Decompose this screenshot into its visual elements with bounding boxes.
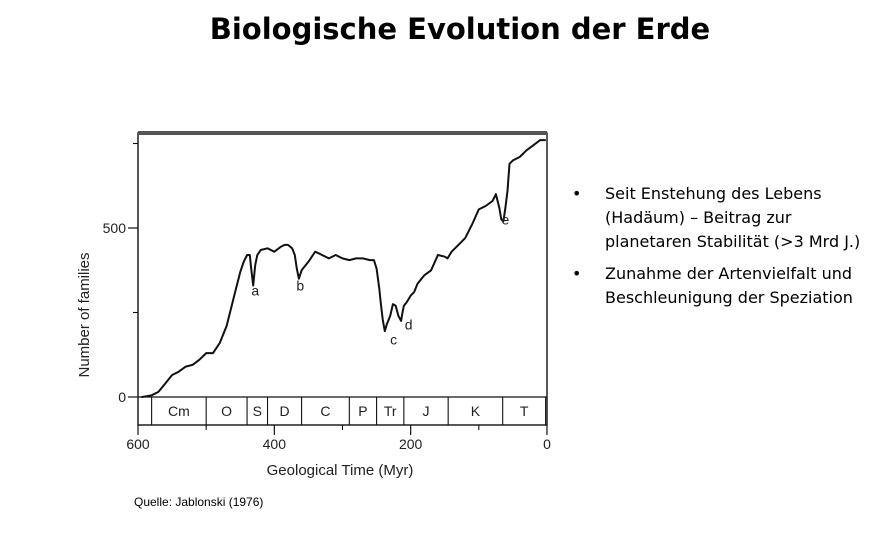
extinction-label: e — [502, 212, 510, 228]
bullet-text: Seit Enstehung des Lebens (Hadäum) – Bei… — [605, 184, 861, 251]
bullet-text: Zunahme der Artenvielfalt und Beschleuni… — [605, 264, 853, 307]
x-tick-label: 600 — [126, 436, 150, 452]
slide-title: Biologische Evolution der Erde — [209, 12, 711, 46]
families-line — [141, 139, 546, 398]
period-label: Tr — [384, 403, 397, 419]
axis-ticks: 0 500 600 400 200 0 — [103, 142, 551, 452]
plot-border — [137, 132, 548, 426]
bullet-item: • Zunahme der Artenvielfalt und Beschleu… — [572, 262, 872, 310]
extinction-label: b — [296, 278, 304, 294]
source-citation: Quelle: Jablonski (1976) — [134, 495, 264, 509]
period-label: O — [221, 403, 232, 419]
extinction-label: c — [390, 332, 397, 348]
bullet-marker: • — [572, 184, 582, 203]
period-bar: Cm O S D C P Tr J K T — [151, 397, 547, 425]
period-label: S — [253, 403, 262, 419]
families-chart: Cm O S D C P Tr J K T 0 500 600 400 200 0 a b cd e Geolog… — [76, 131, 551, 479]
y-axis-label: Number of families — [76, 252, 93, 377]
period-label: T — [520, 403, 529, 419]
annotation-layer: a b cd e — [251, 212, 509, 348]
y-tick-label: 500 — [103, 220, 127, 236]
period-label: J — [423, 403, 430, 419]
x-tick-label: 200 — [399, 436, 423, 452]
period-label: Cm — [168, 403, 190, 419]
x-axis-label: Geological Time (Myr) — [267, 462, 414, 479]
x-tick-label: 400 — [263, 436, 287, 452]
bullet-list: • Seit Enstehung des Lebens (Hadäum) – B… — [572, 182, 872, 318]
chart-frame — [137, 131, 548, 426]
period-label: P — [358, 403, 367, 419]
top-border-shade — [138, 131, 547, 135]
bullet-item: • Seit Enstehung des Lebens (Hadäum) – B… — [572, 182, 872, 254]
y-tick-label: 0 — [118, 389, 126, 405]
period-label: K — [471, 403, 481, 419]
series-layer — [141, 139, 546, 398]
extinction-label: d — [405, 316, 413, 332]
period-label: C — [320, 403, 330, 419]
bullet-marker: • — [572, 264, 582, 283]
extinction-label: a — [251, 283, 259, 299]
x-tick-label: 0 — [543, 436, 551, 452]
period-label: D — [279, 403, 289, 419]
